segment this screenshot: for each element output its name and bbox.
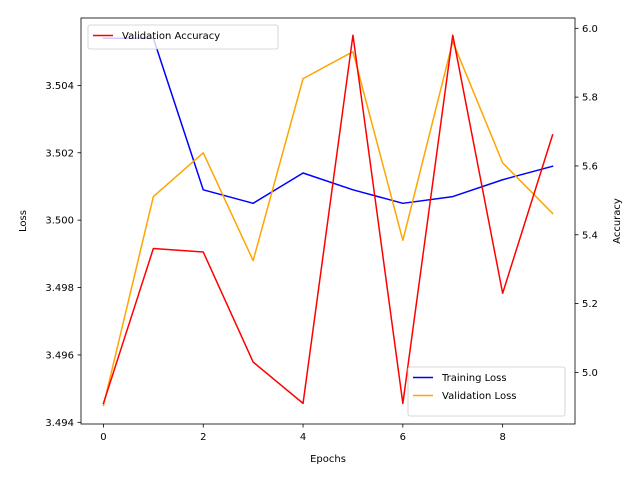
legend-label: Validation Loss [442,391,517,402]
y-right-axis-label: Accuracy [612,198,623,244]
x-tick-label: 0 [100,432,106,443]
y-left-axis-label: Loss [18,210,29,232]
legend-label: Training Loss [441,373,507,384]
legend-1: Training Loss Validation Loss [407,366,566,417]
y-right-tick-label: 6.0 [582,24,598,35]
series-line-validation-accuracy [102,34,554,405]
x-axis-label: Epochs [310,454,346,465]
x-tick-label: 4 [300,432,306,443]
series-layer [102,34,554,407]
y-left-tick-label: 3.498 [45,283,74,294]
legend-0: Validation Accuracy [87,24,279,50]
x-tick-label: 6 [400,432,406,443]
legend-label: Validation Accuracy [122,31,220,42]
plot-frame [80,17,576,425]
y-left-tick-label: 3.500 [45,216,74,227]
y-right-tick-label: 5.8 [582,93,598,104]
legend-box [87,24,279,50]
x-tick-label: 8 [499,432,505,443]
y-left-tick-label: 3.496 [45,350,74,361]
series-line-validation-loss [102,40,554,407]
y-left-tick-label: 3.502 [45,148,74,159]
y-left-tick-label: 3.494 [45,418,74,429]
y-right-tick-label: 5.0 [582,368,598,379]
y-right-tick-label: 5.4 [582,230,598,241]
x-tick-label: 2 [200,432,206,443]
legend-layer: Validation Accuracy Training Loss Validati… [87,24,566,417]
y-left-tick-label: 3.504 [45,81,74,92]
series-line-training-loss [102,37,554,205]
y-right-tick-label: 5.2 [582,299,598,310]
y-right-tick-label: 5.6 [582,161,598,172]
legend-box [407,366,566,417]
axes-layer: 0 2 4 6 8 3.494 3.496 3.498 3.500 3.502 3.504 5.0 5.… [45,17,598,443]
